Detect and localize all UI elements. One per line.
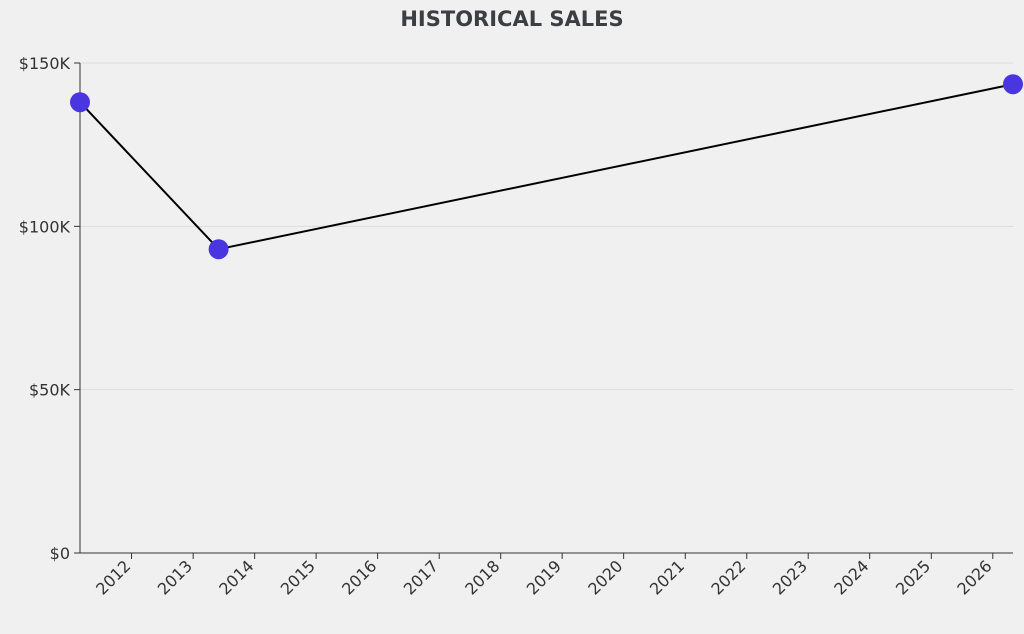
series-line — [79, 83, 1014, 251]
data-point[interactable] — [208, 239, 229, 260]
x-axis-ticks: 2012 2013 2014 2015 2016 2017 2018 2019 2020 2021… — [92, 553, 996, 599]
data-point[interactable] — [1003, 74, 1023, 95]
y-tick-label: $50K — [29, 381, 71, 400]
x-tick-label: 2013 — [154, 556, 196, 598]
data-point[interactable] — [70, 92, 90, 113]
series-sales — [70, 74, 1023, 260]
x-tick-label: 2016 — [338, 556, 380, 598]
y-tick-label: $0 — [50, 544, 70, 563]
y-axis-ticks: $0 $50K $100K $150K — [19, 54, 80, 563]
x-tick-label: 2018 — [461, 556, 503, 598]
x-tick-label: 2012 — [92, 556, 134, 598]
x-tick-label: 2025 — [892, 556, 934, 598]
x-tick-label: 2020 — [584, 556, 626, 598]
x-tick-label: 2022 — [707, 556, 749, 598]
grid-lines — [80, 62, 1013, 391]
x-tick-label: 2026 — [953, 556, 995, 598]
x-tick-label: 2017 — [400, 556, 442, 598]
x-tick-label: 2021 — [646, 556, 688, 598]
x-tick-label: 2014 — [215, 556, 257, 598]
x-tick-label: 2023 — [769, 556, 811, 598]
y-tick-label: $150K — [19, 54, 71, 73]
axes — [79, 63, 1013, 554]
chart-title: HISTORICAL SALES — [400, 7, 623, 31]
x-tick-label: 2024 — [830, 556, 872, 598]
y-tick-label: $100K — [19, 217, 71, 236]
x-tick-label: 2015 — [277, 556, 319, 598]
x-tick-label: 2019 — [523, 556, 565, 598]
